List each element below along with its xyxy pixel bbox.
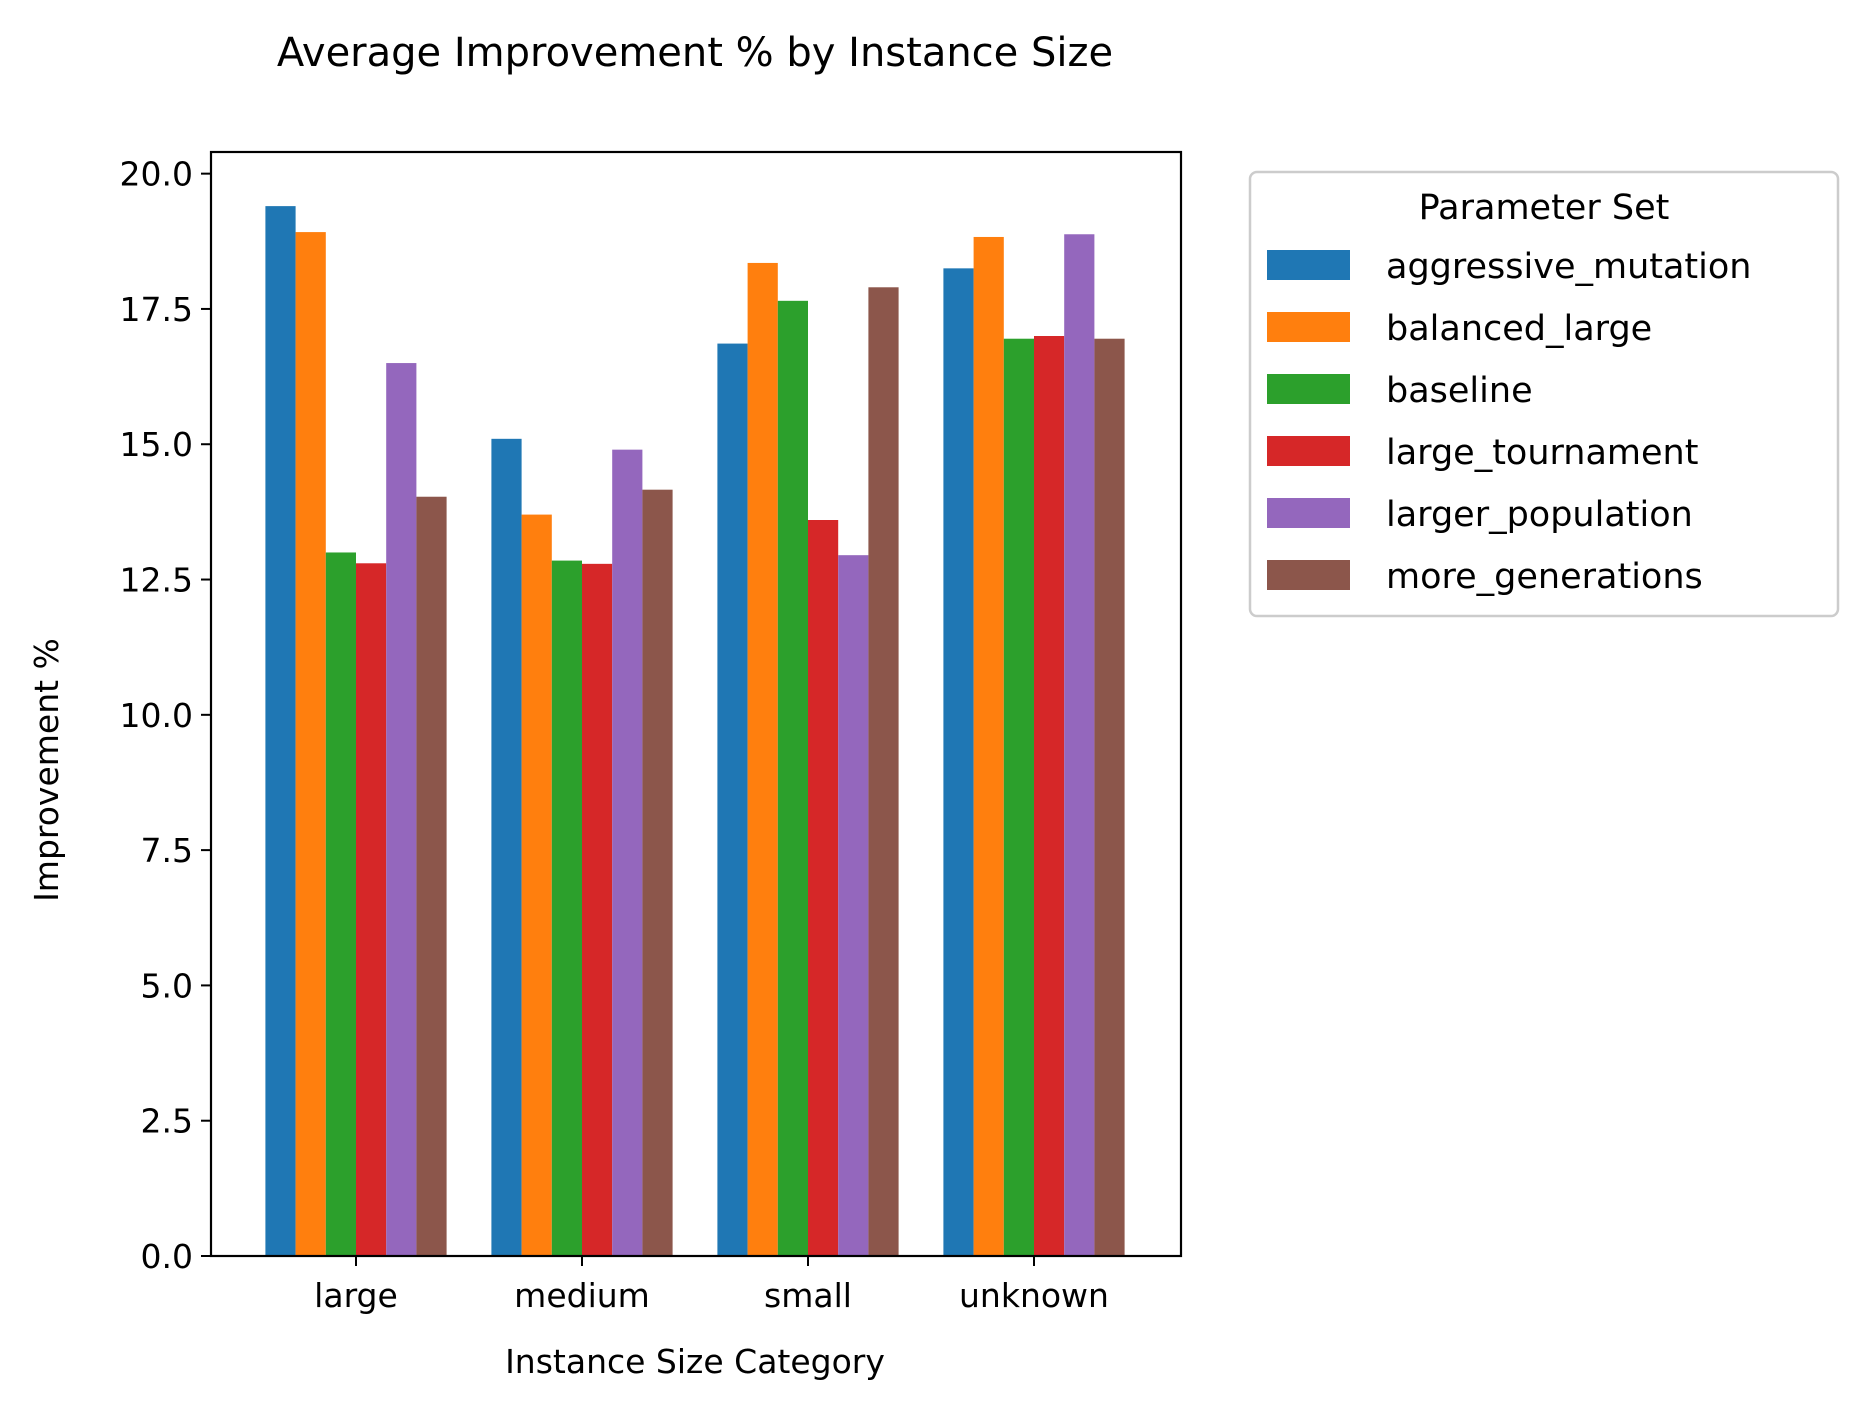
legend-label: larger_population (1386, 495, 1693, 535)
series-larger_population (386, 234, 1095, 1256)
bar-larger_population-medium (612, 449, 643, 1256)
legend: Parameter Set aggressive_mutationbalance… (1248, 170, 1840, 618)
x-tick-label: small (764, 1276, 852, 1315)
legend-swatch (1267, 250, 1350, 280)
series-baseline (325, 300, 1034, 1257)
legend-label: aggressive_mutation (1386, 247, 1751, 287)
bar-balanced_large-medium (521, 514, 552, 1256)
legend-entry-baseline: baseline (1267, 371, 1533, 411)
y-tick-label: 0.0 (141, 1237, 193, 1276)
y-tick-label: 20.0 (120, 155, 193, 194)
y-tick-label: 2.5 (141, 1102, 193, 1141)
legend-label: large_tournament (1386, 433, 1698, 473)
chart-title: Average Improvement % by Instance Size (277, 30, 1113, 76)
legend-entry-larger_population: larger_population (1267, 495, 1693, 535)
bar-more_generations-small (868, 287, 899, 1256)
legend-swatch (1267, 436, 1350, 466)
legend-label: baseline (1386, 371, 1533, 411)
y-tick-label: 5.0 (141, 966, 193, 1005)
axes-frame (209, 150, 1183, 1258)
bar-balanced_large-small (747, 262, 778, 1256)
series-more_generations (416, 287, 1125, 1257)
bar-larger_population-large (386, 363, 417, 1256)
bar-aggressive_mutation-unknown (943, 268, 974, 1257)
bar-more_generations-large (416, 496, 447, 1257)
bar-larger_population-small (838, 555, 869, 1256)
bar-baseline-small (777, 300, 808, 1256)
x-tick-label: large (314, 1276, 398, 1315)
bar-larger_population-unknown (1064, 234, 1095, 1256)
bar-large_tournament-small (808, 520, 839, 1256)
legend-swatch (1267, 560, 1350, 590)
bar-large_tournament-medium (582, 563, 613, 1256)
x-tick-label: medium (514, 1276, 650, 1315)
legend-swatch (1267, 498, 1350, 528)
x-tick-label: unknown (959, 1276, 1109, 1315)
plot-area: 0.0 2.5 5.0 7.5 10.0 12.5 15.0 17.5 20.0 large med… (120, 150, 1183, 1315)
legend-swatch (1267, 312, 1350, 342)
y-tick-label: 10.0 (120, 696, 193, 735)
legend-entry-more_generations: more_generations (1267, 557, 1703, 597)
bar-large_tournament-unknown (1034, 336, 1065, 1256)
y-tick-label: 7.5 (141, 831, 193, 870)
bar-aggressive_mutation-small (717, 343, 748, 1257)
bar-baseline-medium (551, 560, 582, 1256)
legend-label: balanced_large (1386, 309, 1652, 349)
y-tick-label: 17.5 (120, 290, 193, 329)
bar-balanced_large-unknown (973, 236, 1004, 1256)
x-axis-label: Instance Size Category (505, 1342, 885, 1381)
bar-more_generations-medium (642, 489, 673, 1256)
legend-frame (1248, 170, 1840, 618)
bar-baseline-large (325, 552, 356, 1256)
legend-swatch (1267, 374, 1350, 404)
series-aggressive_mutation (265, 206, 974, 1257)
bar-baseline-unknown (1003, 338, 1034, 1257)
bar-large_tournament-large (356, 563, 387, 1256)
legend-entry-aggressive_mutation: aggressive_mutation (1267, 247, 1751, 287)
series-large_tournament (356, 336, 1065, 1256)
legend-label: more_generations (1386, 557, 1703, 597)
y-tick-label: 15.0 (120, 425, 193, 464)
legend-entry-large_tournament: large_tournament (1267, 433, 1698, 473)
bar-aggressive_mutation-medium (491, 438, 522, 1256)
bar-balanced_large-large (295, 232, 326, 1257)
legend-entry-balanced_large: balanced_large (1267, 309, 1652, 349)
y-tick-label: 12.5 (120, 561, 193, 600)
y-axis-label: Improvement % (27, 638, 66, 902)
legend-title: Parameter Set (1419, 188, 1670, 228)
bar-more_generations-unknown (1094, 338, 1125, 1257)
series-balanced_large (295, 232, 1004, 1257)
bar-aggressive_mutation-large (265, 206, 296, 1256)
